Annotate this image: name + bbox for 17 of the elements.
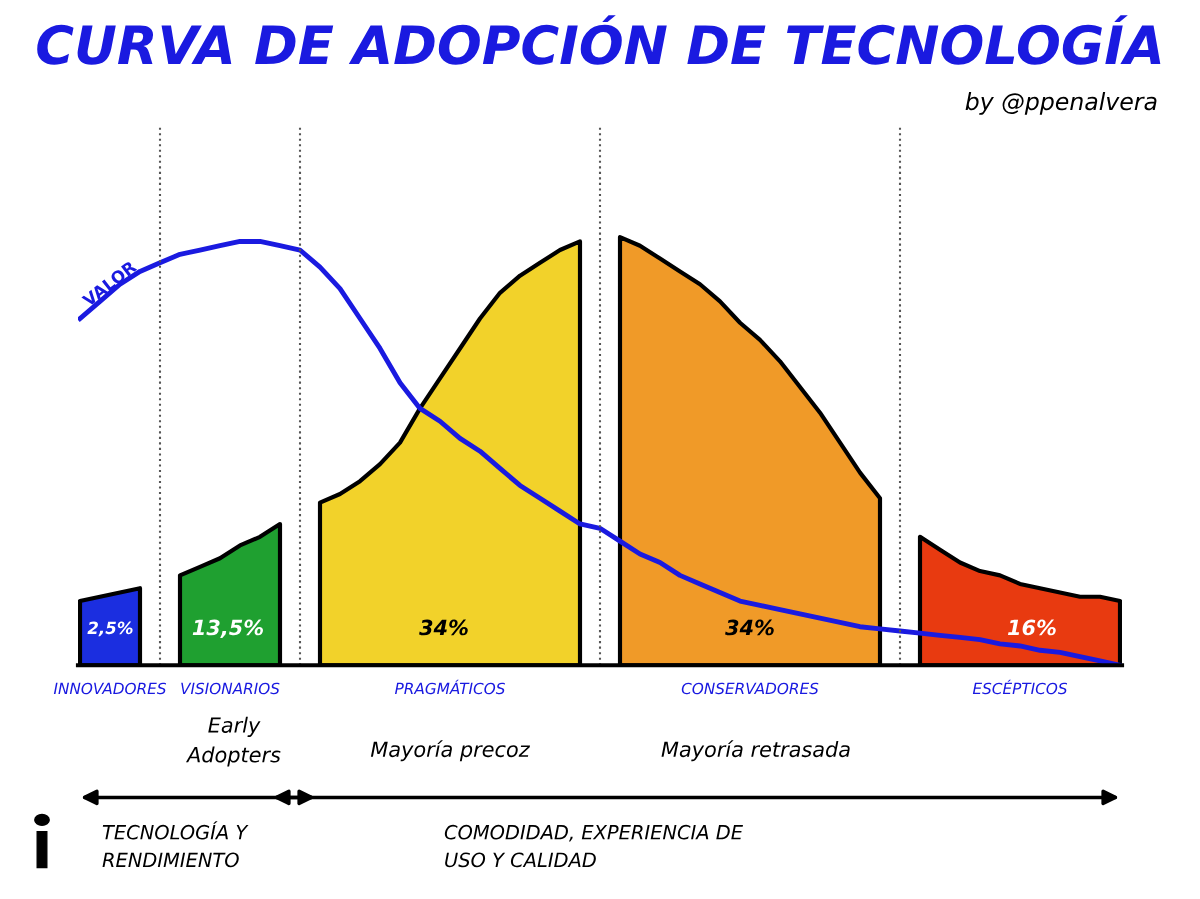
- annotation: 2,5%: [87, 621, 133, 637]
- text: Mayoría retrasada: [661, 740, 850, 762]
- series-label: CONSERVADORES: [681, 682, 819, 695]
- annotation: 34%: [419, 619, 468, 636]
- text: Early Adopters: [185, 716, 281, 767]
- text: Mayoría precoz: [370, 740, 531, 762]
- series-label: PRAGMÁTICOS: [394, 679, 505, 695]
- series-label: ESCÉPTICOS: [972, 679, 1068, 695]
- annotation: 16%: [1007, 619, 1056, 636]
- text: TECNOLOGÍA Y RENDIMIENTO: [102, 821, 249, 868]
- annotation: 34%: [725, 619, 774, 636]
- series-label: INNOVADORES: [53, 682, 167, 695]
- chart-subtitle: by @ppenalvera: [965, 91, 1157, 115]
- chart-title: CURVA DE ADOPCIÓN DE TECNOLOGÍA: [37, 15, 1161, 65]
- series-label: VISIONARIOS: [181, 682, 280, 695]
- text: COMODIDAD, EXPERIENCIA DE USO Y CALIDAD: [444, 824, 743, 868]
- annotation: 13,5%: [192, 619, 263, 639]
